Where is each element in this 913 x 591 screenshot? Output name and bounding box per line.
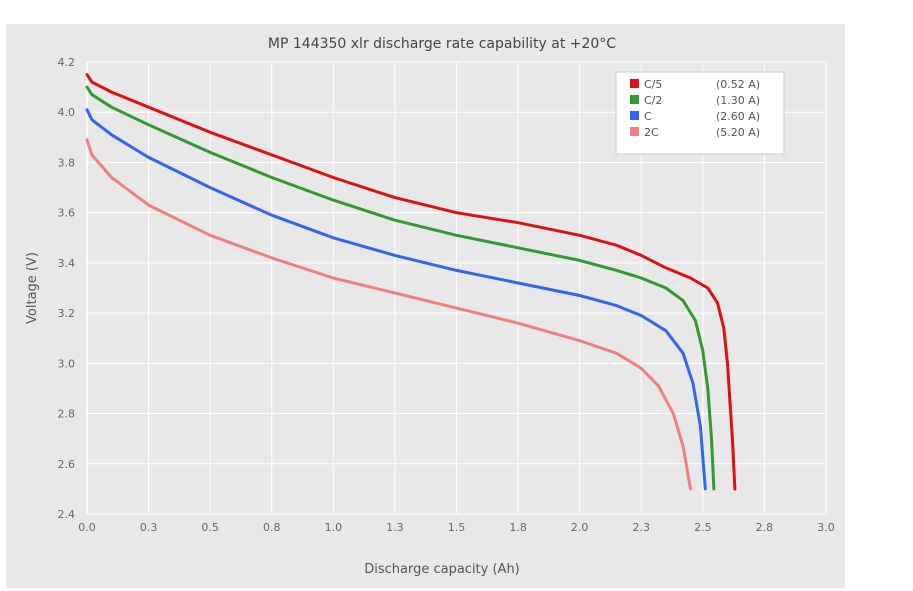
x-tick-label: 0.8 [263, 521, 281, 534]
discharge-chart: MP 144350 xlr discharge rate capability … [25, 36, 835, 577]
legend-series-name: C [644, 110, 652, 123]
x-tick-label: 1.3 [386, 521, 404, 534]
y-tick-label: 4.0 [58, 106, 76, 119]
x-tick-label: 2.3 [633, 521, 651, 534]
legend: C/5 (0.52 A) C/2 (1.30 A) C (2.60 A) 2C (5.20 A… [615, 71, 785, 155]
y-tick-label: 2.8 [58, 408, 76, 421]
y-tick-label: 2.6 [58, 458, 76, 471]
y-tick-label: 3.8 [58, 156, 76, 169]
x-tick-label: 0.0 [78, 521, 96, 534]
x-tick-label: 2.0 [571, 521, 589, 534]
x-tick-label: 2.5 [694, 521, 712, 534]
y-tick-label: 3.2 [58, 307, 76, 320]
series-line-c-2 [85, 85, 716, 491]
series-lines [85, 73, 737, 491]
x-tick-label: 0.5 [201, 521, 219, 534]
legend-swatch [630, 95, 639, 104]
legend-swatch [630, 127, 639, 136]
legend-series-name: C/5 [644, 78, 662, 91]
x-tick-label: 3.0 [817, 521, 835, 534]
x-tick-label: 0.3 [140, 521, 158, 534]
legend-swatch [630, 111, 639, 120]
y-tick-label: 4.2 [58, 56, 76, 69]
series-line-c [85, 108, 707, 491]
y-tick-label: 3.0 [58, 357, 76, 370]
x-tick-label: 1.0 [325, 521, 343, 534]
y-tick-labels: 2.4 2.6 2.8 3.0 3.2 3.4 3.6 3.8 4.0 4.2 [58, 56, 76, 521]
legend-series-current: (1.30 A) [716, 94, 760, 107]
legend-swatch [630, 79, 639, 88]
legend-series-current: (5.20 A) [716, 126, 760, 139]
x-tick-label: 1.5 [448, 521, 466, 534]
legend-series-current: (0.52 A) [716, 78, 760, 91]
legend-box [615, 71, 785, 155]
series-line-2c [85, 138, 692, 491]
chart-title: MP 144350 xlr discharge rate capability … [268, 36, 616, 52]
y-tick-label: 3.4 [58, 257, 76, 270]
x-axis-label: Discharge capacity (Ah) [364, 562, 520, 577]
chart-area: MP 144350 xlr discharge rate capability … [6, 24, 845, 588]
legend-series-name: 2C [644, 126, 659, 139]
x-tick-label: 1.8 [509, 521, 527, 534]
legend-series-name: C/2 [644, 94, 662, 107]
y-tick-label: 2.4 [58, 508, 76, 521]
legend-series-current: (2.60 A) [716, 110, 760, 123]
x-tick-labels: 0.0 0.3 0.5 0.8 1.0 1.3 1.5 1.8 2.0 2.3 2.5 2.8 3.0 [78, 521, 835, 534]
series-line-c-5 [85, 73, 737, 491]
y-tick-label: 3.6 [58, 207, 76, 220]
x-tick-label: 2.8 [756, 521, 774, 534]
y-axis-label: Voltage (V) [25, 252, 40, 324]
